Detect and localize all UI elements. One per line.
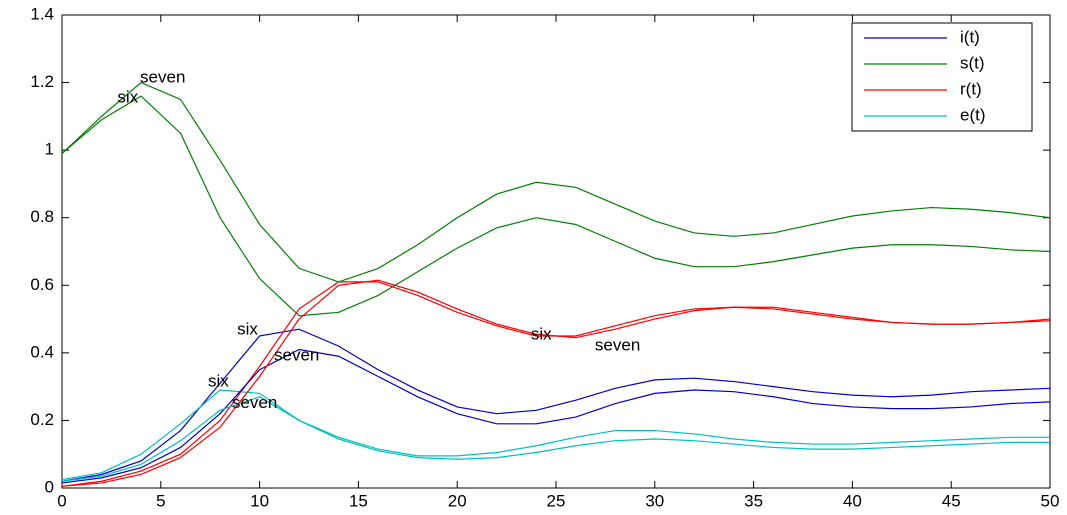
y-tick-label: 1.2 (30, 72, 54, 91)
y-tick-label: 0.2 (30, 410, 54, 429)
x-tick-label: 10 (250, 491, 269, 510)
annotation: seven (140, 68, 185, 87)
series-line (61, 348, 1051, 484)
x-tick-label: 20 (448, 491, 467, 510)
x-tick-label: 40 (843, 491, 862, 510)
legend-label: s(t) (960, 53, 985, 72)
legend-label: r(t) (960, 79, 982, 98)
annotation: six (117, 88, 138, 107)
legend-box (851, 22, 1033, 132)
y-tick-label: 0.6 (30, 275, 54, 294)
y-tick-label: 0 (45, 477, 54, 496)
annotation: seven (274, 346, 319, 365)
y-tick-label: 1 (45, 140, 54, 159)
legend-label: i(t) (960, 27, 980, 46)
series-line (61, 279, 1051, 487)
y-tick-label: 0.8 (30, 207, 54, 226)
x-tick-label: 35 (744, 491, 763, 510)
x-tick-label: 25 (547, 491, 566, 510)
series-line (61, 328, 1051, 482)
x-tick-label: 50 (1041, 491, 1060, 510)
x-tick-label: 30 (645, 491, 664, 510)
annotation: seven (595, 336, 640, 355)
x-tick-label: 45 (942, 491, 961, 510)
series-line (61, 81, 1051, 283)
y-tick-label: 1.4 (30, 4, 54, 23)
annotation: seven (232, 393, 277, 412)
annotation: six (208, 371, 229, 390)
annotation: six (531, 324, 552, 343)
x-tick-label: 0 (57, 491, 66, 510)
x-tick-label: 5 (156, 491, 165, 510)
series-line (61, 389, 1050, 481)
legend-label: e(t) (960, 105, 986, 124)
y-tick-label: 0.4 (30, 342, 54, 361)
annotation: six (237, 319, 258, 338)
x-tick-label: 15 (349, 491, 368, 510)
series-line (61, 396, 1050, 482)
series-line (61, 95, 1051, 317)
